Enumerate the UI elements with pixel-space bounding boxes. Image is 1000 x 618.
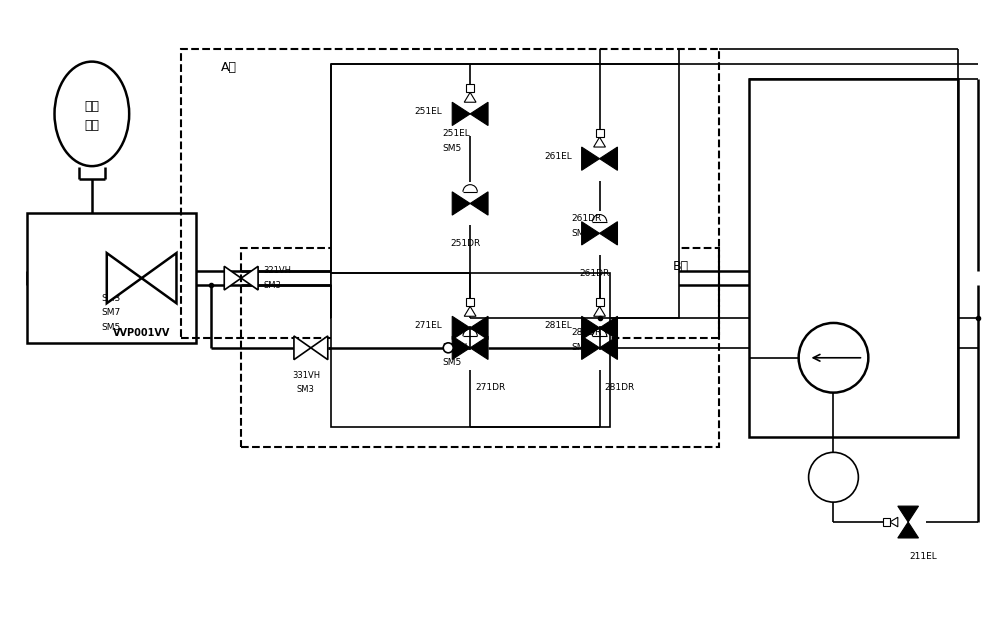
- Text: 281DR: 281DR: [572, 328, 602, 337]
- Polygon shape: [582, 147, 600, 171]
- Text: 271EL: 271EL: [415, 321, 442, 331]
- Polygon shape: [452, 102, 470, 125]
- Text: A列: A列: [221, 61, 237, 74]
- Text: 251DR: 251DR: [450, 239, 480, 248]
- Polygon shape: [594, 307, 605, 316]
- Polygon shape: [582, 222, 600, 245]
- Text: 321VH: 321VH: [263, 266, 291, 274]
- Polygon shape: [464, 307, 476, 316]
- Bar: [596, 298, 604, 307]
- Text: 251EL: 251EL: [415, 108, 442, 116]
- Polygon shape: [600, 316, 617, 339]
- Text: 高压: 高压: [84, 100, 99, 114]
- Bar: [466, 84, 474, 92]
- Bar: [241, 248, 719, 447]
- Text: 211EL: 211EL: [909, 552, 937, 561]
- Polygon shape: [470, 192, 488, 215]
- Polygon shape: [224, 266, 241, 290]
- Text: 281DR: 281DR: [605, 383, 635, 392]
- Polygon shape: [452, 316, 470, 339]
- Polygon shape: [470, 102, 488, 125]
- Bar: [331, 64, 679, 318]
- Text: 261DR: 261DR: [572, 214, 602, 223]
- Text: 氮气: 氮气: [84, 119, 99, 132]
- Circle shape: [799, 323, 868, 392]
- Text: SM5: SM5: [442, 358, 462, 367]
- Text: 271DR: 271DR: [475, 383, 505, 392]
- Polygon shape: [241, 266, 258, 290]
- Text: 251EL: 251EL: [442, 129, 470, 138]
- Polygon shape: [107, 253, 142, 303]
- Polygon shape: [600, 147, 617, 171]
- Text: SM3: SM3: [572, 229, 591, 238]
- Circle shape: [443, 343, 453, 353]
- Text: SM5: SM5: [442, 144, 462, 153]
- Text: SM5: SM5: [102, 323, 121, 332]
- Polygon shape: [294, 336, 311, 360]
- Polygon shape: [898, 522, 919, 538]
- Bar: [181, 49, 719, 338]
- Text: SM3: SM3: [572, 344, 591, 352]
- Polygon shape: [890, 517, 898, 527]
- Text: B列: B列: [673, 260, 689, 273]
- Text: SM3: SM3: [102, 294, 121, 303]
- Bar: [883, 519, 890, 526]
- Polygon shape: [582, 336, 600, 360]
- Polygon shape: [898, 506, 919, 522]
- Text: 261EL: 261EL: [544, 152, 572, 161]
- Polygon shape: [452, 336, 470, 360]
- Text: SM3: SM3: [297, 385, 315, 394]
- Polygon shape: [470, 336, 488, 360]
- Polygon shape: [142, 253, 176, 303]
- Polygon shape: [470, 316, 488, 339]
- Text: 331VH: 331VH: [292, 371, 320, 380]
- Polygon shape: [452, 192, 470, 215]
- Circle shape: [809, 452, 858, 502]
- Bar: [466, 298, 474, 307]
- Polygon shape: [600, 222, 617, 245]
- Bar: [749, 79, 958, 438]
- Text: SM7: SM7: [102, 308, 121, 318]
- Text: 281EL: 281EL: [544, 321, 572, 331]
- Polygon shape: [464, 92, 476, 102]
- Text: SM3: SM3: [263, 281, 281, 290]
- Bar: [331, 273, 610, 428]
- Polygon shape: [582, 316, 600, 339]
- Text: 271EL: 271EL: [442, 344, 470, 352]
- Bar: [596, 129, 604, 137]
- Ellipse shape: [55, 62, 129, 166]
- Text: 261DR: 261DR: [579, 269, 610, 277]
- Text: VVP001VV: VVP001VV: [113, 328, 170, 338]
- Polygon shape: [311, 336, 328, 360]
- Polygon shape: [594, 137, 605, 147]
- Polygon shape: [600, 336, 617, 360]
- Bar: [27, 213, 196, 343]
